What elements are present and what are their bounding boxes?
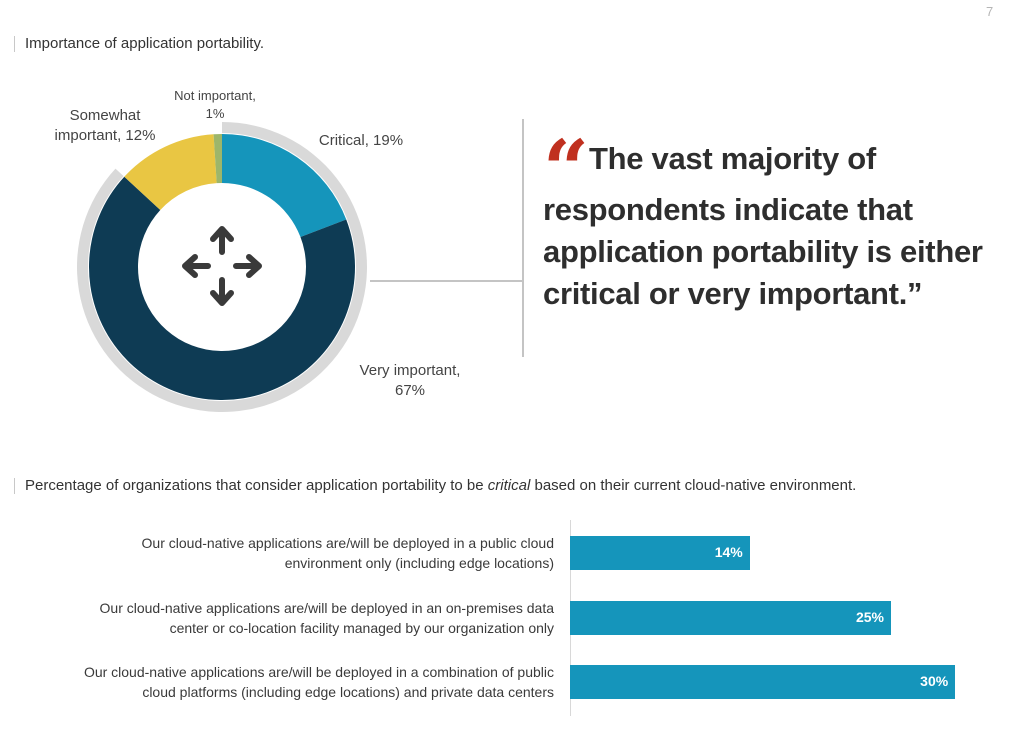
slice-very-important (89, 176, 356, 400)
bar-category-label: Our cloud-native applications are/will b… (83, 664, 554, 700)
slice-not-important (213, 134, 222, 184)
bar: 14% (570, 536, 750, 570)
move-arrows-icon (182, 226, 262, 306)
bar-category-label: Our cloud-native applications are/will b… (141, 535, 554, 571)
bar-title: Percentage of organizations that conside… (14, 478, 856, 494)
bar-value-label: 25% (855, 609, 884, 625)
slice-somewhat-important (124, 134, 217, 211)
quote-divider (522, 119, 524, 357)
donut-chart (77, 122, 522, 412)
label-very-important: Very important, 67% (359, 362, 461, 399)
donut-title: Importance of application portability. (14, 36, 264, 52)
bar-category-label: Our cloud-native applications are/will b… (99, 600, 554, 636)
bar: 25% (570, 601, 891, 635)
bar-value-label: 14% (714, 544, 743, 560)
label-critical: Critical, 19% (318, 132, 404, 149)
quote-text: The vast majority of respondents indicat… (543, 141, 983, 311)
label-not-important: Not important, 1% (174, 88, 256, 121)
pull-quote: “The vast majority of respondents indica… (543, 129, 983, 315)
slice-critical (222, 134, 347, 238)
bar: 30% (570, 665, 956, 699)
label-somewhat-important: Somewhat important, 12% (54, 107, 156, 144)
page-number: 7 (986, 4, 994, 19)
bar-value-label: 30% (920, 673, 949, 689)
